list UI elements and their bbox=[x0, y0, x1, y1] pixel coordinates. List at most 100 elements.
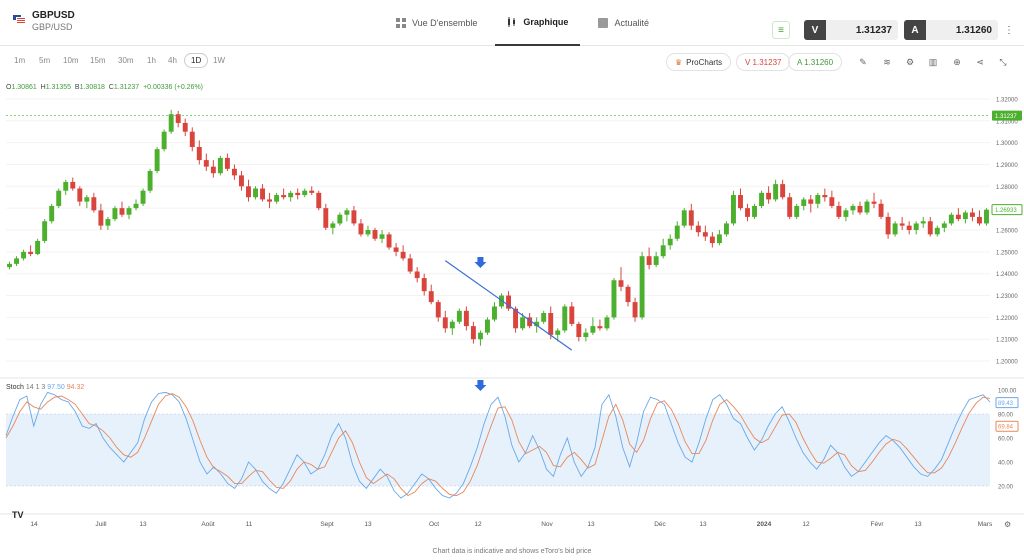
stoch-tick-label: 20.00 bbox=[998, 485, 1014, 491]
candle bbox=[91, 192, 97, 213]
currency-flag-icon bbox=[12, 14, 26, 24]
candle-body bbox=[288, 192, 294, 198]
candle bbox=[449, 319, 455, 335]
tab-chart[interactable]: Graphique bbox=[495, 0, 581, 46]
header: GBPUSD GBP/USD Vue D'ensemble Graphique … bbox=[0, 0, 1024, 46]
timeframe-1d[interactable]: 1D bbox=[184, 53, 209, 68]
order-list-icon[interactable]: ≡ bbox=[772, 21, 790, 39]
candle bbox=[702, 225, 708, 241]
tab-news[interactable]: Actualité bbox=[586, 0, 661, 46]
candle-body bbox=[217, 157, 223, 174]
candle-body bbox=[773, 184, 779, 200]
candle-body bbox=[281, 195, 287, 198]
candle-body bbox=[927, 221, 933, 235]
candle-body bbox=[224, 157, 230, 169]
candle-body bbox=[28, 251, 34, 255]
chart-type-icon[interactable]: ▥ bbox=[928, 57, 938, 67]
low-label: B bbox=[74, 84, 80, 91]
timeframe-4h[interactable]: 4h bbox=[168, 56, 177, 65]
candle-body bbox=[745, 208, 750, 217]
candle-body bbox=[653, 256, 659, 265]
candle-body bbox=[527, 317, 533, 327]
tab-news-label: Actualité bbox=[614, 18, 649, 28]
settings-gear-icon[interactable]: ⚙ bbox=[905, 57, 915, 67]
candle bbox=[583, 328, 589, 342]
timeframe-30m[interactable]: 30m bbox=[118, 56, 134, 65]
candle bbox=[976, 210, 982, 226]
candle-body bbox=[513, 308, 519, 329]
indicators-icon[interactable]: ≋ bbox=[883, 57, 891, 67]
candle-body bbox=[386, 234, 392, 248]
candle bbox=[660, 238, 666, 259]
candle-body bbox=[477, 332, 483, 340]
share-icon[interactable]: ⋖ bbox=[976, 57, 984, 67]
candle-body bbox=[189, 131, 195, 147]
candle bbox=[358, 219, 364, 237]
add-compare-icon[interactable]: ⊕ bbox=[953, 57, 961, 67]
more-options-icon[interactable]: ⋮ bbox=[1004, 24, 1014, 36]
candle-body bbox=[583, 332, 589, 338]
fullscreen-icon[interactable]: ⤡ bbox=[999, 57, 1007, 67]
sell-button[interactable]: V 1.31237 bbox=[804, 20, 898, 40]
price-tick-label: 1.20000 bbox=[996, 360, 1018, 366]
candle bbox=[871, 192, 877, 209]
timeframe-1h[interactable]: 1h bbox=[147, 56, 156, 65]
candle-body bbox=[688, 210, 694, 226]
candle bbox=[597, 319, 603, 331]
candle-body bbox=[576, 323, 582, 338]
sell-pill[interactable]: V 1.31237 bbox=[736, 53, 791, 71]
close-value: 1.31237 bbox=[113, 84, 140, 91]
candle bbox=[752, 203, 758, 220]
timeframe-10m[interactable]: 10m bbox=[63, 56, 79, 65]
candle bbox=[386, 232, 392, 250]
candle bbox=[435, 299, 441, 322]
candle-body bbox=[351, 210, 357, 224]
candle-body bbox=[231, 168, 237, 176]
timeframe-1w[interactable]: 1W bbox=[213, 56, 225, 65]
candle bbox=[456, 308, 462, 324]
high-label: H bbox=[40, 84, 46, 91]
draw-pencil-icon[interactable]: ✎ bbox=[859, 57, 867, 67]
buy-pill[interactable]: A 1.31260 bbox=[788, 53, 843, 71]
time-tick-label: Sept bbox=[320, 521, 334, 528]
candle bbox=[576, 321, 582, 342]
stoch-tick-label: 80.00 bbox=[998, 413, 1014, 419]
candle-body bbox=[780, 184, 786, 198]
tab-overview[interactable]: Vue D'ensemble bbox=[384, 0, 489, 46]
candle-body bbox=[709, 236, 715, 244]
buy-label: A bbox=[904, 20, 926, 40]
candle bbox=[794, 203, 800, 220]
price-chart[interactable]: 1.320001.310001.300001.290001.280001.270… bbox=[0, 80, 1024, 546]
candle-body bbox=[323, 208, 329, 228]
candle-body bbox=[955, 214, 961, 220]
candle bbox=[843, 208, 849, 222]
candle bbox=[175, 110, 181, 128]
candle bbox=[267, 192, 273, 209]
candle-body bbox=[365, 230, 371, 235]
candle-body bbox=[752, 205, 758, 217]
candle bbox=[569, 302, 575, 327]
candle bbox=[393, 243, 399, 257]
symbol-block[interactable]: GBPUSD GBP/USD bbox=[12, 10, 75, 33]
timeframe-1m[interactable]: 1m bbox=[14, 56, 26, 65]
candle-body bbox=[435, 302, 441, 318]
procharts-button[interactable]: ♛ ProCharts bbox=[666, 53, 732, 71]
candle-body bbox=[42, 221, 48, 241]
candle-body bbox=[913, 223, 919, 230]
candle bbox=[470, 321, 476, 344]
candle bbox=[182, 118, 188, 137]
candle-body bbox=[126, 208, 132, 215]
buy-button[interactable]: A 1.31260 bbox=[904, 20, 998, 40]
candle bbox=[421, 273, 427, 296]
timeframe-15m[interactable]: 15m bbox=[90, 56, 106, 65]
candle bbox=[709, 232, 715, 248]
symbol-ticker: GBPUSD bbox=[32, 10, 75, 21]
candle-body bbox=[836, 205, 842, 217]
candle-body bbox=[548, 313, 554, 335]
candle bbox=[154, 146, 160, 174]
candle bbox=[302, 188, 308, 198]
candle bbox=[674, 221, 680, 241]
candle-body bbox=[948, 214, 954, 224]
timeframe-5m[interactable]: 5m bbox=[39, 56, 51, 65]
stoch-legend: Stoch 14 1 3 97.50 94.32 bbox=[6, 384, 84, 391]
